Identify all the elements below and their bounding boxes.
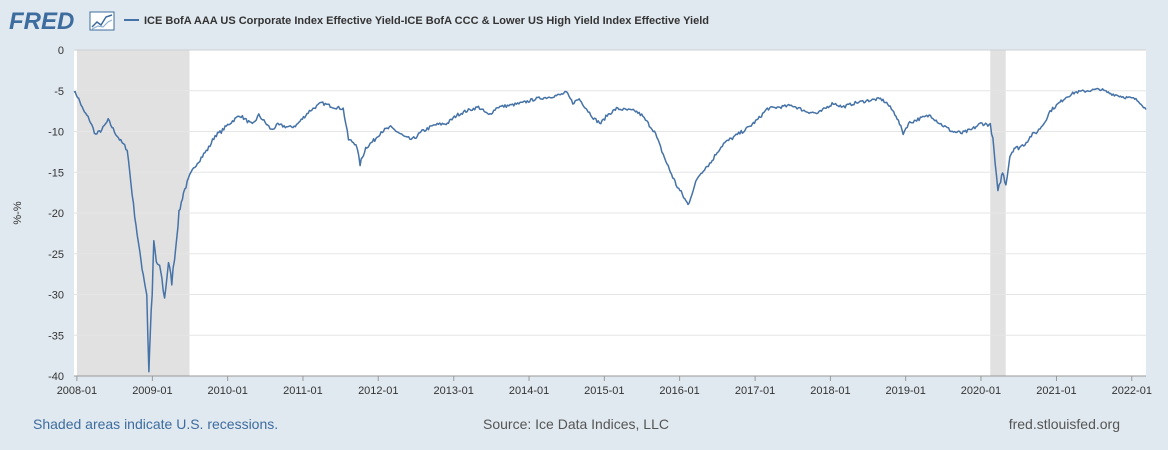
fred-logo-text: FRED [9,8,74,35]
series-layer [73,87,1147,373]
legend-label: ICE BofA AAA US Corporate Index Effectiv… [144,15,709,27]
y-tick-label: -10 [48,127,64,139]
y-tick-label: -5 [54,86,64,98]
y-tick-label: -40 [48,371,64,383]
x-tick-label: 2015-01 [584,385,624,397]
y-axis-label: %-% [12,201,24,224]
y-tick-label: -25 [48,249,64,261]
x-tick-label: 2013-01 [434,385,474,397]
x-tick-label: 2012-01 [358,385,398,397]
y-tick-label: 0 [58,45,64,57]
fred-logo[interactable]: FRED [9,8,115,35]
x-tick-label: 2010-01 [207,385,247,397]
legend: ICE BofA AAA US Corporate Index Effectiv… [124,15,709,27]
y-tick-label: -20 [48,208,64,220]
source-note: Source: Ice Data Indices, LLC [483,416,669,432]
x-axis: 2008-01 2009-01 2010-01 2011-01 2012-01 2013-… [57,375,1152,397]
series-line-0 [73,87,1147,373]
x-tick-label: 2011-01 [283,385,323,397]
recession-note: Shaded areas indicate U.S. recessions. [33,416,279,432]
x-tick-label: 2008-01 [57,385,97,397]
fred-logo-chart-icon [89,11,115,31]
x-tick-label: 2019-01 [886,385,926,397]
x-tick-label: 2014-01 [509,385,549,397]
y-tick-label: -35 [48,330,64,342]
y-axis: 0 -5 -10 -15 -20 -25 -30 -35 -40 [48,45,64,383]
x-tick-label: 2018-01 [810,385,850,397]
x-tick-label: 2021-01 [1036,385,1076,397]
x-tick-label: 2020-01 [961,385,1001,397]
x-tick-label: 2016-01 [659,385,699,397]
x-tick-label: 2009-01 [132,385,172,397]
x-tick-label: 2017-01 [735,385,775,397]
site-link[interactable]: fred.stlouisfed.org [1008,416,1120,432]
x-tick-label: 2022-01 [1112,385,1152,397]
y-tick-label: -30 [48,290,64,302]
y-tick-label: -15 [48,167,64,179]
